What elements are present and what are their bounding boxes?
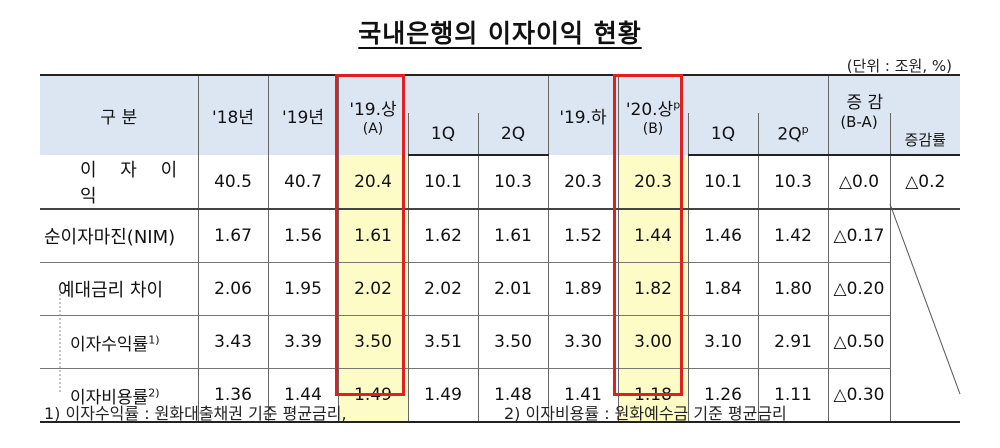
- footnote-2: 2) 이자비용률 : 원화예수금 기준 평균금리: [504, 404, 787, 423]
- cell: 1.36: [197, 368, 268, 423]
- header-change-sub: (B-A): [827, 113, 890, 156]
- cell: 1.89: [547, 262, 618, 316]
- cell: 1.95: [267, 262, 338, 316]
- cell: 3.39: [267, 315, 338, 369]
- row-label-nim: 순이자마진(NIM): [40, 208, 198, 263]
- header-q2-2019: 2Q: [477, 113, 548, 156]
- cell: 10.1: [687, 155, 758, 209]
- cell: 10.1: [407, 155, 478, 209]
- cell: △0.20: [827, 262, 890, 316]
- cell: 1.82: [617, 262, 688, 316]
- row-label-loan-deposit-spread: 예대금리 차이: [40, 262, 198, 316]
- cell: 20.4: [337, 155, 408, 209]
- header-2020-h1: '20.상p (B): [617, 74, 688, 155]
- cell: 2.06: [197, 262, 268, 316]
- page-title: 국내은행의 이자이익 현황: [358, 19, 642, 48]
- cell: 1.42: [757, 208, 828, 263]
- cell: 1.48: [477, 368, 548, 423]
- cell: 20.3: [547, 155, 618, 209]
- cell: 3.00: [617, 315, 688, 369]
- header-2019-h1-sub: (A): [362, 120, 384, 137]
- cell: 1.44: [617, 208, 688, 263]
- header-q1-2020: 1Q: [687, 113, 758, 156]
- interest-income-table: 구 분 '18년 '19년 '19.상 (A) '19.하 '20.상p (B)…: [40, 74, 960, 423]
- cell: △0.2: [889, 155, 960, 209]
- header-q2-2020: 2Qp: [757, 113, 828, 156]
- table-row: 순이자마진(NIM) 1.67 1.56 1.61 1.62 1.61 1.52…: [40, 208, 960, 423]
- header-change-rate: 증감률: [889, 113, 960, 156]
- footnote-1: 1) 이자수익률 : 원화대출채권 기준 평균금리,: [44, 404, 347, 423]
- cell: △0.50: [827, 315, 890, 369]
- footnotes: 1) 이자수익률 : 원화대출채권 기준 평균금리, 2) 이자비용률 : 원화…: [44, 400, 964, 424]
- unit-label: (단위 : 조원, %): [846, 57, 952, 75]
- cell: 3.43: [197, 315, 268, 369]
- cell: 1.11: [757, 368, 828, 423]
- cell: 1.62: [407, 208, 478, 263]
- cell: △0.0: [827, 155, 890, 209]
- cell: 1.26: [687, 368, 758, 423]
- header-2020-h1-sub: (B): [642, 120, 664, 137]
- table-row: 이자수익률1) 3.43 3.39 3.50 3.51 3.50 3.30 3.…: [40, 315, 960, 369]
- cell: △0.30: [827, 368, 890, 423]
- header-change: 증 감: [827, 74, 960, 113]
- cell: 3.50: [477, 315, 548, 369]
- cell: 1.84: [687, 262, 758, 316]
- cell: 2.02: [407, 262, 478, 316]
- header-q1-2019: 1Q: [407, 113, 478, 156]
- header-2018: '18년: [197, 74, 268, 155]
- cell: 1.67: [197, 208, 268, 263]
- cell: 3.10: [687, 315, 758, 369]
- header-2019-h1-quarters: [408, 74, 548, 113]
- cell: 1.49: [407, 368, 478, 423]
- cell: 2.91: [757, 315, 828, 369]
- table-row: 이 자 이 익 40.5 40.7 20.4 10.1 10.3 20.3 20…: [40, 155, 960, 209]
- cell: 1.61: [477, 208, 548, 263]
- table-row: 이자비용률2) 1.36 1.44 1.49 1.49 1.48 1.41 1.…: [40, 368, 960, 423]
- cell: 1.80: [757, 262, 828, 316]
- row-label-interest-income: 이 자 이 익: [80, 159, 187, 207]
- cell: 1.52: [547, 208, 618, 263]
- cell: 2.01: [477, 262, 548, 316]
- header-2019: '19년: [267, 74, 338, 155]
- cell: 1.61: [337, 208, 408, 263]
- row-label-funding-cost: 이자비용률2): [40, 368, 198, 423]
- cell: 10.3: [477, 155, 548, 209]
- cell: 1.56: [267, 208, 338, 263]
- header-2019-h2: '19.하: [547, 74, 618, 155]
- cell: △0.17: [827, 208, 890, 263]
- cell: 1.41: [547, 368, 618, 423]
- cell: 40.7: [267, 155, 338, 209]
- cell: 3.50: [337, 315, 408, 369]
- cell: 10.3: [757, 155, 828, 209]
- cell: 1.44: [267, 368, 338, 423]
- cell: 3.51: [407, 315, 478, 369]
- header-category: 구 분: [40, 74, 198, 155]
- cell: 40.5: [197, 155, 268, 209]
- cell: 1.46: [687, 208, 758, 263]
- cell-empty: [889, 208, 960, 423]
- cell: 20.3: [617, 155, 688, 209]
- header-2019-h1: '19.상 (A): [337, 74, 408, 155]
- table-row: 예대금리 차이 2.06 1.95 2.02 2.02 2.01 1.89 1.…: [40, 262, 960, 316]
- cell: 2.02: [337, 262, 408, 316]
- header-2020-h1-quarters: [688, 74, 828, 113]
- row-label-interest-yield: 이자수익률1): [40, 315, 198, 369]
- cell: 3.30: [547, 315, 618, 369]
